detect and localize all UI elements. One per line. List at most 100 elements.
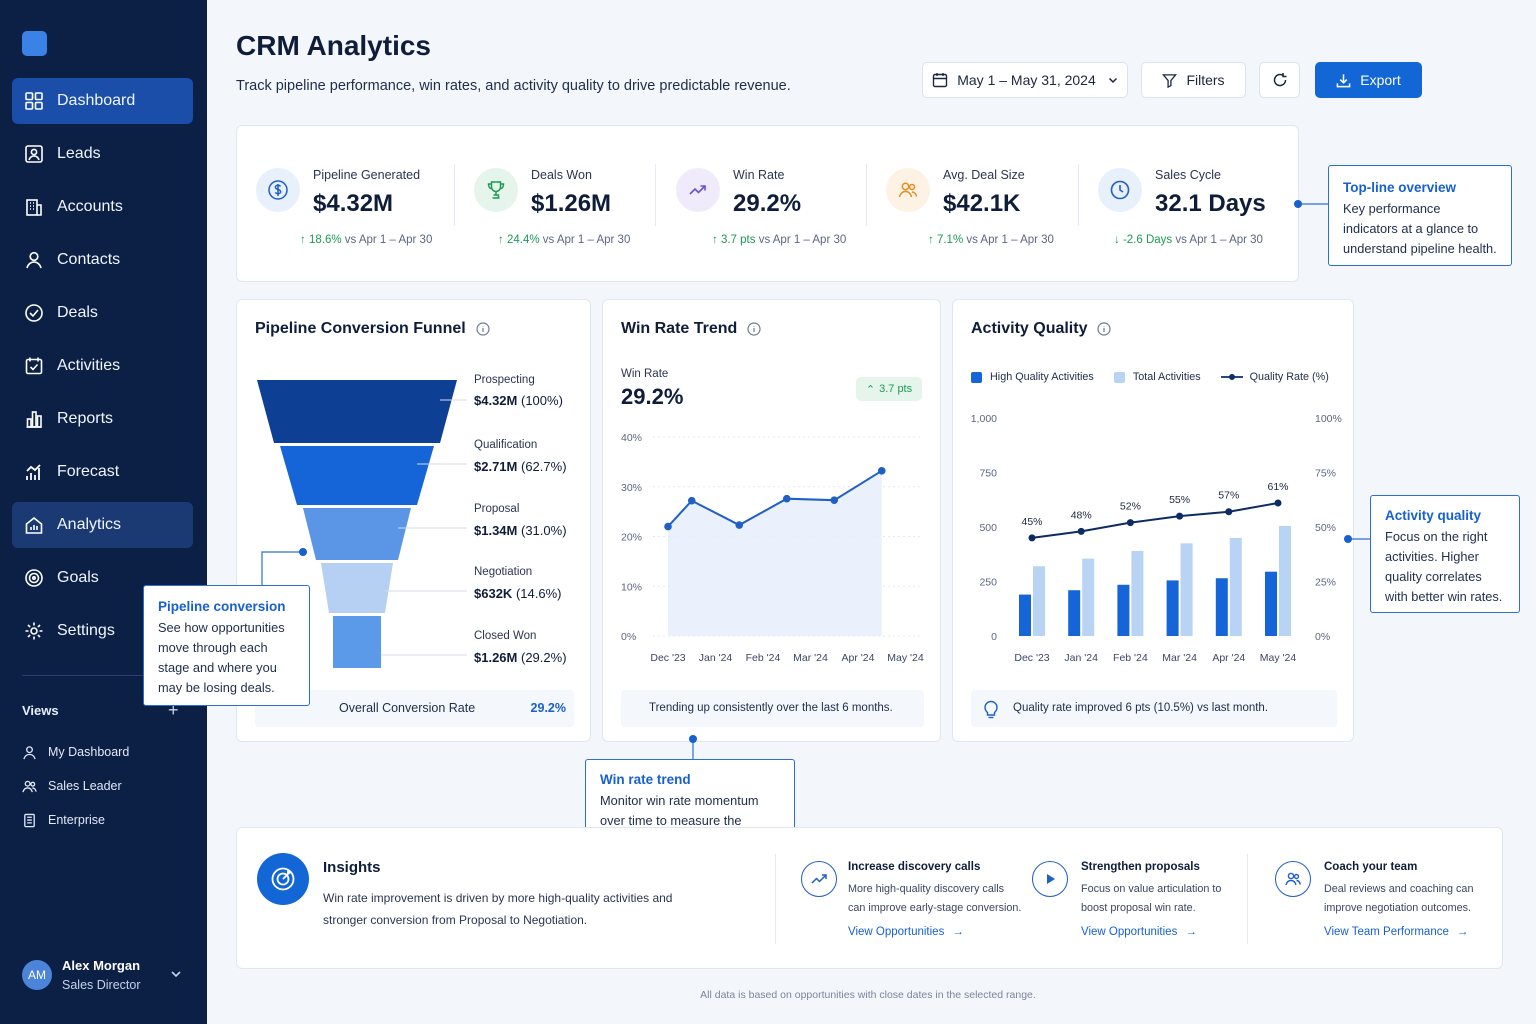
kpi-icon-wrap xyxy=(886,168,930,212)
insights-icon-wrap xyxy=(257,853,309,905)
win-rate-label: Win Rate xyxy=(621,368,669,380)
sidebar-item-analytics[interactable]: Analytics xyxy=(12,502,193,548)
view-item-sales-leader[interactable]: Sales Leader xyxy=(22,769,129,803)
sidebar-item-leads[interactable]: Leads xyxy=(12,131,193,177)
tip-coaching: Coach your team Deal reviews and coachin… xyxy=(1324,861,1489,938)
win-rate-badge-text: 3.7 pts xyxy=(879,383,913,395)
view-item-my-dashboard[interactable]: My Dashboard xyxy=(22,735,129,769)
y-tick-label: 750 xyxy=(979,468,997,480)
arrow-down-icon: ↓ xyxy=(1114,234,1120,246)
y2-tick-label: 0% xyxy=(1315,631,1330,643)
overall-conversion-label: Overall Conversion Rate xyxy=(339,701,476,715)
chevron-down-icon[interactable] xyxy=(170,968,182,980)
sidebar-item-label: Accounts xyxy=(57,198,123,215)
funnel-stage-negotiation[interactable] xyxy=(321,563,393,613)
page-subtitle: Track pipeline performance, win rates, a… xyxy=(236,78,791,94)
filters-button[interactable]: Filters xyxy=(1141,62,1246,98)
callout-title: Top-line overview xyxy=(1343,180,1457,195)
funnel-stage-qualification[interactable] xyxy=(280,446,434,505)
sidebar-item-goals[interactable]: Goals xyxy=(12,555,193,601)
activity-summary-text: Quality rate improved 6 pts (10.5%) vs l… xyxy=(1013,702,1269,714)
win-rate-point xyxy=(877,467,886,475)
bar-total xyxy=(1279,525,1291,636)
legend-label: High Quality Activities xyxy=(990,371,1094,383)
legend-label: Total Activities xyxy=(1132,371,1201,383)
activity-chart: 0 250 500 750 1,000 0% 25% 50% 75% 100% Dec '23 Jan… xyxy=(971,413,1342,664)
win-rate-area xyxy=(668,470,882,636)
sidebar-item-contacts[interactable]: Contacts xyxy=(12,237,193,283)
x-tick-label: Mar '24 xyxy=(1162,652,1197,664)
people-icon xyxy=(22,780,37,792)
view-team-performance-link[interactable]: View Team Performance → xyxy=(1324,926,1469,938)
tip-title: Increase discovery calls xyxy=(848,861,981,873)
funnel-title: Pipeline Conversion Funnel xyxy=(255,320,490,338)
bar-high-quality xyxy=(1019,594,1031,636)
app-logo[interactable] xyxy=(22,31,47,56)
date-range-picker[interactable]: May 1 – May 31, 2024 xyxy=(922,62,1128,98)
sidebar-item-label: Deals xyxy=(57,304,98,321)
funnel-stage-closed-won[interactable] xyxy=(333,616,381,668)
sidebar-item-deals[interactable]: Deals xyxy=(12,290,193,336)
info-icon[interactable] xyxy=(747,322,761,336)
callout-text: Key performance indicators at a glance t… xyxy=(1343,201,1497,256)
sidebar-item-accounts[interactable]: Accounts xyxy=(12,184,193,230)
refresh-button[interactable] xyxy=(1259,62,1300,98)
win-rate-title: Win Rate Trend xyxy=(621,320,761,338)
sidebar-item-settings[interactable]: Settings xyxy=(12,608,193,654)
info-icon[interactable] xyxy=(476,322,490,336)
user-profile[interactable]: AM Alex Morgan Sales Director xyxy=(22,958,141,992)
sidebar-item-activities[interactable]: Activities xyxy=(12,343,193,389)
funnel-stage-proposal[interactable] xyxy=(303,508,411,560)
arrow-right-icon: → xyxy=(952,926,964,938)
x-tick-label: May '24 xyxy=(1260,652,1297,664)
x-tick-label: Apr '24 xyxy=(842,652,875,664)
insights-divider xyxy=(1247,854,1248,944)
person-icon xyxy=(26,251,42,269)
trend-up-icon xyxy=(811,874,827,884)
insights-title: Insights xyxy=(323,859,381,876)
win-rate-chart: 0% 10% 20% 30% 40% Dec '23 Jan '24 Feb '24 Mar '… xyxy=(621,432,924,664)
kpi-value: $1.26M xyxy=(531,190,612,217)
export-button[interactable]: Export xyxy=(1315,62,1422,98)
win-rate-point xyxy=(735,521,744,529)
view-item-enterprise[interactable]: Enterprise xyxy=(22,803,129,837)
view-opportunities-link[interactable]: View Opportunities → xyxy=(1081,926,1197,938)
callout-title: Win rate trend xyxy=(600,772,691,787)
add-view-button[interactable]: + xyxy=(168,700,179,720)
play-icon xyxy=(1047,874,1055,884)
view-opportunities-link[interactable]: View Opportunities → xyxy=(848,926,964,938)
legend-swatch-total xyxy=(1113,371,1125,383)
quality-rate-point xyxy=(1028,534,1036,542)
sidebar-item-label: Activities xyxy=(57,357,121,374)
activity-summary: Quality rate improved 6 pts (10.5%) vs l… xyxy=(971,690,1337,727)
sidebar-item-dashboard[interactable]: Dashboard xyxy=(12,78,193,124)
win-rate-point xyxy=(782,494,791,503)
kpi-value: $4.32M xyxy=(313,190,394,217)
stage-value: $1.26M (29.2%) xyxy=(474,650,567,665)
gear-icon xyxy=(25,622,43,640)
kpi-card: Pipeline Generated $4.32M ↑ 18.6% vs Apr… xyxy=(236,125,1299,282)
win-rate-summary: Trending up consistently over the last 6… xyxy=(621,690,924,727)
kpi-delta-value: 18.6% xyxy=(308,234,342,246)
kpi-divider xyxy=(454,164,455,226)
kpi-compare: vs Apr 1 – Apr 30 xyxy=(1175,234,1263,246)
info-icon[interactable] xyxy=(1097,322,1112,336)
dollar-icon xyxy=(268,180,288,200)
insights-card: Insights Win rate improvement is driven … xyxy=(236,827,1503,969)
people-icon xyxy=(1285,872,1301,886)
x-tick-label: Jan '24 xyxy=(699,652,733,664)
win-rate-line xyxy=(667,469,883,528)
sidebar-item-forecast[interactable]: Forecast xyxy=(12,449,193,495)
bar-total xyxy=(1180,543,1193,636)
sidebar-item-label: Reports xyxy=(57,410,114,427)
quality-rate-label: 57% xyxy=(1218,490,1239,502)
arrow-up-icon: ↑ xyxy=(300,234,306,246)
sidebar-item-reports[interactable]: Reports xyxy=(12,396,193,442)
download-icon xyxy=(1336,73,1351,87)
win-rate-summary-text: Trending up consistently over the last 6… xyxy=(649,702,893,714)
funnel-stage-prospecting[interactable] xyxy=(257,380,457,443)
kpi-compare: vs Apr 1 – Apr 30 xyxy=(542,234,631,246)
y-tick-label: 30% xyxy=(621,482,642,494)
avatar: AM xyxy=(22,960,52,990)
sidebar-item-label: Leads xyxy=(57,145,101,162)
